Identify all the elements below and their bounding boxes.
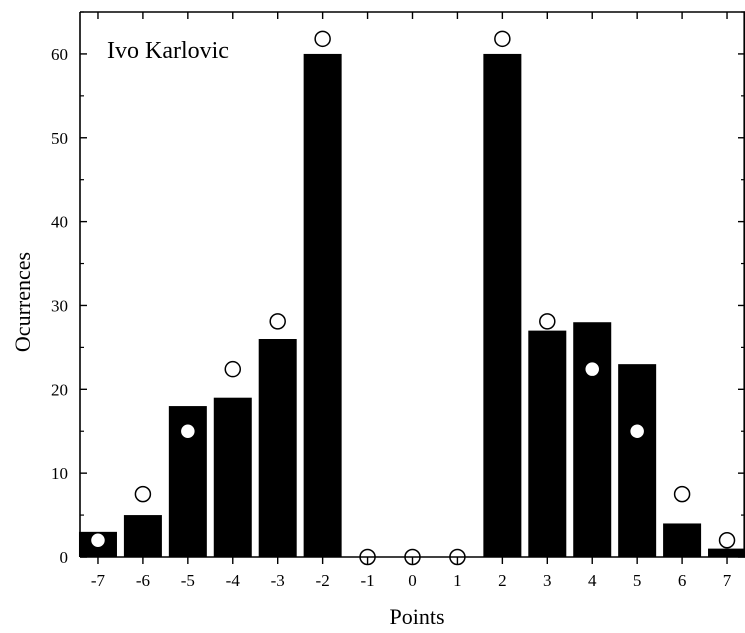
data-point — [89, 531, 107, 549]
x-tick-label: -5 — [181, 571, 195, 590]
x-tick-label: 6 — [678, 571, 687, 590]
x-tick-label: -2 — [316, 571, 330, 590]
x-tick-label: 5 — [633, 571, 642, 590]
x-tick-label: -7 — [91, 571, 106, 590]
y-tick-label: 50 — [51, 129, 68, 148]
x-tick-label: -1 — [360, 571, 374, 590]
y-tick-label: 30 — [51, 296, 68, 315]
data-point — [269, 313, 286, 330]
bar — [708, 548, 745, 557]
bar — [573, 322, 612, 557]
labels-layer: -7 -6 -5 -4 -3 -2 -1 0 1 2 3 4 5 6 7 0 10 20 30 40 50 60 — [51, 45, 732, 590]
x-tick-label: -3 — [271, 571, 285, 590]
markers-layer — [89, 30, 736, 566]
x-tick-label: 3 — [543, 571, 552, 590]
y-axis-title: Ocurrences — [10, 252, 35, 352]
y-tick-label: 60 — [51, 45, 68, 64]
data-point — [314, 30, 331, 48]
y-tick-label: 40 — [51, 213, 68, 232]
axes-layer — [79, 11, 745, 564]
bar — [123, 515, 162, 557]
data-point — [494, 30, 511, 48]
x-tick-label: -4 — [226, 571, 241, 590]
x-tick-label: 4 — [588, 571, 597, 590]
bars-layer — [78, 53, 745, 558]
data-point — [134, 485, 152, 503]
data-point — [224, 360, 242, 378]
data-point — [628, 422, 646, 440]
data-point — [583, 360, 601, 378]
data-point — [539, 313, 556, 330]
bar — [528, 330, 567, 557]
bar — [258, 339, 297, 557]
data-point — [718, 531, 736, 549]
x-tick-label: 2 — [498, 571, 507, 590]
data-point — [673, 485, 691, 503]
y-tick-label: 10 — [51, 464, 68, 483]
bar — [483, 53, 522, 558]
x-axis-title: Points — [389, 604, 444, 628]
data-point — [179, 422, 197, 440]
y-tick-label: 20 — [51, 380, 68, 399]
chart-annotation: Ivo Karlovic — [107, 38, 229, 64]
bar — [213, 397, 252, 557]
x-tick-label: 7 — [723, 571, 732, 590]
x-tick-label: 0 — [408, 571, 417, 590]
x-tick-label: -6 — [136, 571, 150, 590]
y-tick-label: 0 — [60, 548, 69, 567]
bar — [663, 523, 702, 557]
bar — [303, 53, 342, 558]
x-tick-label: 1 — [453, 571, 462, 590]
bar — [618, 364, 657, 557]
